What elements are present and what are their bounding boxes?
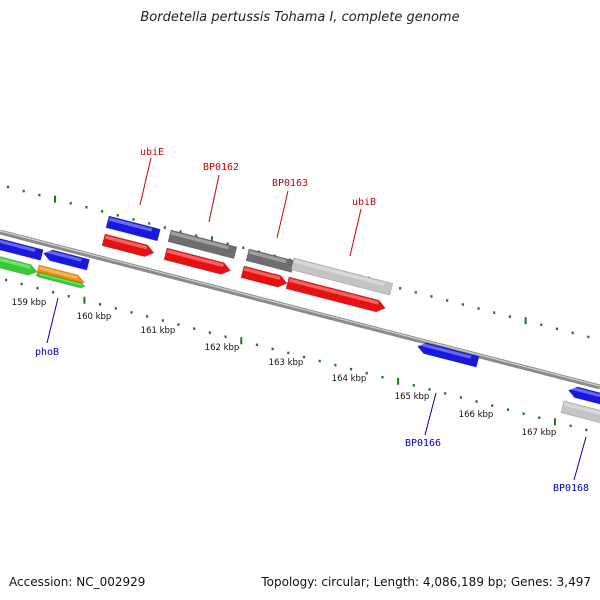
gray-gene-block (167, 229, 238, 259)
blue-gene-arrow-shape (43, 249, 90, 271)
gene-label: ubiE (140, 147, 164, 158)
red-gene-arrow (240, 265, 288, 288)
blue-gene-arrow-shape (417, 342, 480, 368)
gene-label: BP0168 (553, 483, 589, 494)
kbp-label: 166 kbp (459, 410, 494, 420)
backbone-line (0, 229, 600, 390)
gene-label-leader (424, 392, 437, 436)
red-gene-arrow-shine (166, 249, 224, 268)
green-gene-arrow-shine (0, 255, 31, 269)
red-gene-arrow (101, 233, 155, 257)
blue-gene-block-shape (105, 215, 161, 242)
gray-gene-block-shape (245, 248, 295, 273)
gene-label-leader (276, 190, 289, 239)
lightgray-gene-block-shine (563, 402, 600, 415)
gene-label-leader (208, 174, 220, 223)
red-gene-arrow (285, 276, 386, 313)
gene-label: ubiB (352, 197, 376, 208)
red-gene-arrow-shape (285, 276, 386, 313)
gene-label-leader (573, 436, 587, 481)
feature-track (0, 215, 600, 425)
map-title: Bordetella pertussis Tohama I, complete … (140, 10, 460, 25)
blue-gene-arrow-shine (0, 237, 36, 252)
red-gene-arrow (163, 247, 231, 275)
green-gene-arrow-shape (0, 253, 38, 276)
red-gene-arrow-shine (288, 278, 379, 305)
position-labels: 159 kbp 160 kbp 161 kbp 162 kbp 163 kbp 164 k… (12, 298, 557, 438)
gene-label: BP0162 (203, 162, 239, 173)
lightgray-gene-block (290, 257, 394, 296)
lightgray-gene-block (560, 400, 600, 425)
blue-gene-arrow (43, 249, 90, 271)
blue-gene-block (105, 215, 161, 242)
red-gene-arrow-shine (243, 267, 281, 280)
blue-gene-arrow-shape (568, 386, 600, 407)
blue-gene-arrow-shine (569, 386, 600, 398)
red-gene-arrow-shape (240, 265, 288, 288)
gene-label: BP0163 (272, 178, 308, 189)
red-gene-arrow-shine (104, 235, 148, 250)
topology-text: Topology: circular; Length: 4,086,189 bp… (261, 575, 591, 589)
gray-gene-block-shine (248, 250, 287, 264)
gray-gene-block-shine (170, 231, 229, 250)
green-gene-arrow (0, 253, 38, 276)
blue-gene-arrow (0, 237, 44, 261)
kbp-label: 162 kbp (205, 343, 240, 353)
gene-label-leader (349, 208, 362, 257)
blue-gene-arrow-shine (44, 249, 82, 262)
blue-gene-arrow (417, 342, 480, 368)
blue-gene-block-shine (108, 217, 153, 232)
green-gene-arrow-shape (37, 271, 86, 289)
lightgray-gene-block-shine (293, 259, 385, 286)
gene-label: phoB (35, 347, 59, 358)
gene-label: BP0166 (405, 438, 441, 449)
inner-tick-ring (4, 278, 588, 432)
kbp-label: 165 kbp (395, 392, 430, 402)
gene-label-callouts: ubiE BP0162 BP0163 ubiB phoB BP0166 BP0168 (35, 147, 589, 494)
genome-backbone (0, 229, 600, 390)
lightgray-gene-block-shape (290, 257, 394, 296)
kbp-label: 164 kbp (332, 374, 367, 384)
gray-gene-block (245, 248, 295, 273)
red-gene-arrow-shape (101, 233, 155, 257)
gene-label-leader (46, 297, 59, 344)
gene-label-leader (139, 157, 152, 206)
kbp-label: 167 kbp (522, 428, 557, 438)
kbp-label: 163 kbp (269, 358, 304, 368)
kbp-label: 160 kbp (77, 312, 112, 322)
green-gene-arrow-shine (39, 273, 82, 286)
backbone-highlight (0, 230, 600, 387)
blue-gene-arrow (568, 386, 600, 407)
accession-text: Accession: NC_002929 (9, 575, 146, 589)
green-gene-arrow (37, 271, 86, 289)
lightgray-gene-block-shape (560, 400, 600, 425)
gray-gene-block-shape (167, 229, 238, 259)
orange-gene-arrow-shine (38, 266, 78, 280)
red-gene-arrow-shape (163, 247, 231, 275)
kbp-label: 159 kbp (12, 298, 47, 308)
kbp-label: 161 kbp (141, 326, 176, 336)
blue-gene-arrow-shine (418, 342, 472, 359)
blue-gene-arrow-shape (0, 237, 44, 261)
